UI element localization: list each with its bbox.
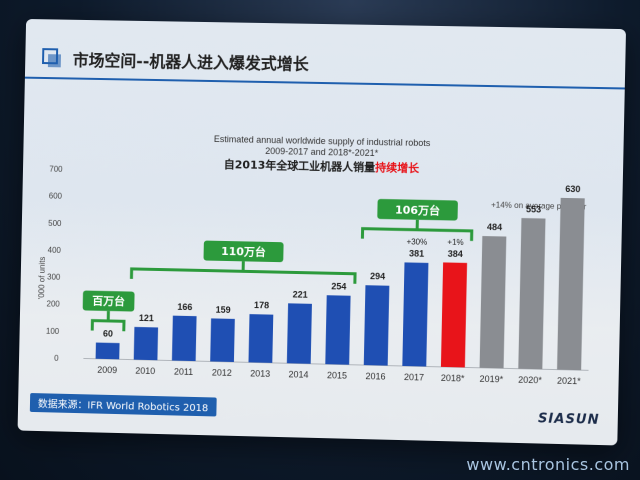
- y-tick-label: 700: [49, 165, 63, 174]
- bar-value-label: 159: [216, 304, 231, 314]
- brand-logo-text: SIASUN: [538, 411, 600, 428]
- bar-value-label: 221: [293, 289, 308, 299]
- bar-2014: [287, 303, 312, 363]
- y-tick-label: 200: [46, 300, 60, 309]
- bar-value-label: 381: [409, 248, 424, 258]
- robot-supply-bar-chart: Estimated annual worldwide supply of ind…: [18, 19, 626, 445]
- bar-2015: [325, 295, 350, 364]
- x-tick-label: 2018*: [441, 373, 465, 384]
- y-axis-label: '000 of units: [37, 256, 47, 299]
- bar-value-label: 384: [448, 248, 463, 258]
- bar-value-label: 630: [565, 184, 580, 194]
- pct-label-2017: +30%: [406, 237, 427, 246]
- bar-2021-forecast: [557, 198, 585, 370]
- bar-value-label: 178: [254, 300, 269, 310]
- presentation-slide: 市场空间--机器人进入爆发式增长 Estimated annual worldw…: [18, 19, 626, 445]
- bar-value-label: 254: [331, 281, 346, 291]
- x-tick-label: 2020*: [518, 375, 542, 386]
- chart-subtitle: 2009-2017 and 2018*-2021*: [265, 146, 379, 158]
- bar-value-label: 294: [370, 271, 385, 281]
- bar-2011: [172, 316, 197, 361]
- x-tick-label: 2010: [135, 366, 155, 376]
- pct-label-2018: +1%: [447, 237, 463, 246]
- badge-label: 106万台: [395, 202, 440, 217]
- bar-value-label: 553: [526, 204, 541, 214]
- y-tick-label: 300: [47, 273, 61, 282]
- watermark-text: www.cntronics.com: [466, 455, 630, 474]
- bar-2018-forecast: [441, 262, 467, 367]
- bar-2017: [402, 262, 428, 366]
- bar-2020-forecast: [518, 218, 545, 369]
- x-tick-label: 2011: [174, 367, 193, 377]
- y-tick-label: 600: [49, 192, 63, 201]
- bar-value-label: 60: [103, 329, 113, 339]
- badge-label: 110万台: [221, 244, 266, 259]
- x-tick-label: 2021*: [557, 376, 581, 387]
- bar-2016: [364, 285, 390, 365]
- bar-2019-forecast: [480, 236, 507, 368]
- y-tick-label: 0: [54, 354, 59, 363]
- x-tick-label: 2017: [404, 372, 424, 383]
- x-tick-label: 2012: [212, 367, 232, 377]
- x-tick-label: 2016: [365, 371, 385, 382]
- x-tick-label: 2009: [97, 365, 117, 375]
- bar-2009: [96, 343, 120, 360]
- bar-2013: [248, 314, 273, 363]
- bar-value-label: 166: [177, 302, 192, 312]
- bar-2012: [210, 318, 235, 362]
- y-tick-label: 400: [48, 246, 62, 255]
- bar-value-label: 484: [487, 222, 502, 232]
- x-tick-label: 2019*: [479, 374, 503, 385]
- x-tick-label: 2014: [288, 369, 308, 379]
- bar-value-label: 121: [139, 313, 154, 323]
- chart-title: Estimated annual worldwide supply of ind…: [214, 134, 431, 148]
- y-tick-label: 500: [48, 219, 62, 228]
- bar-2010: [134, 327, 158, 360]
- badge-label: 百万台: [92, 294, 125, 309]
- chart-title-cn: 自2013年全球工业机器人销量持续增长: [224, 157, 421, 175]
- x-tick-label: 2015: [327, 370, 347, 381]
- y-tick-label: 100: [46, 327, 60, 336]
- x-tick-label: 2013: [250, 368, 270, 378]
